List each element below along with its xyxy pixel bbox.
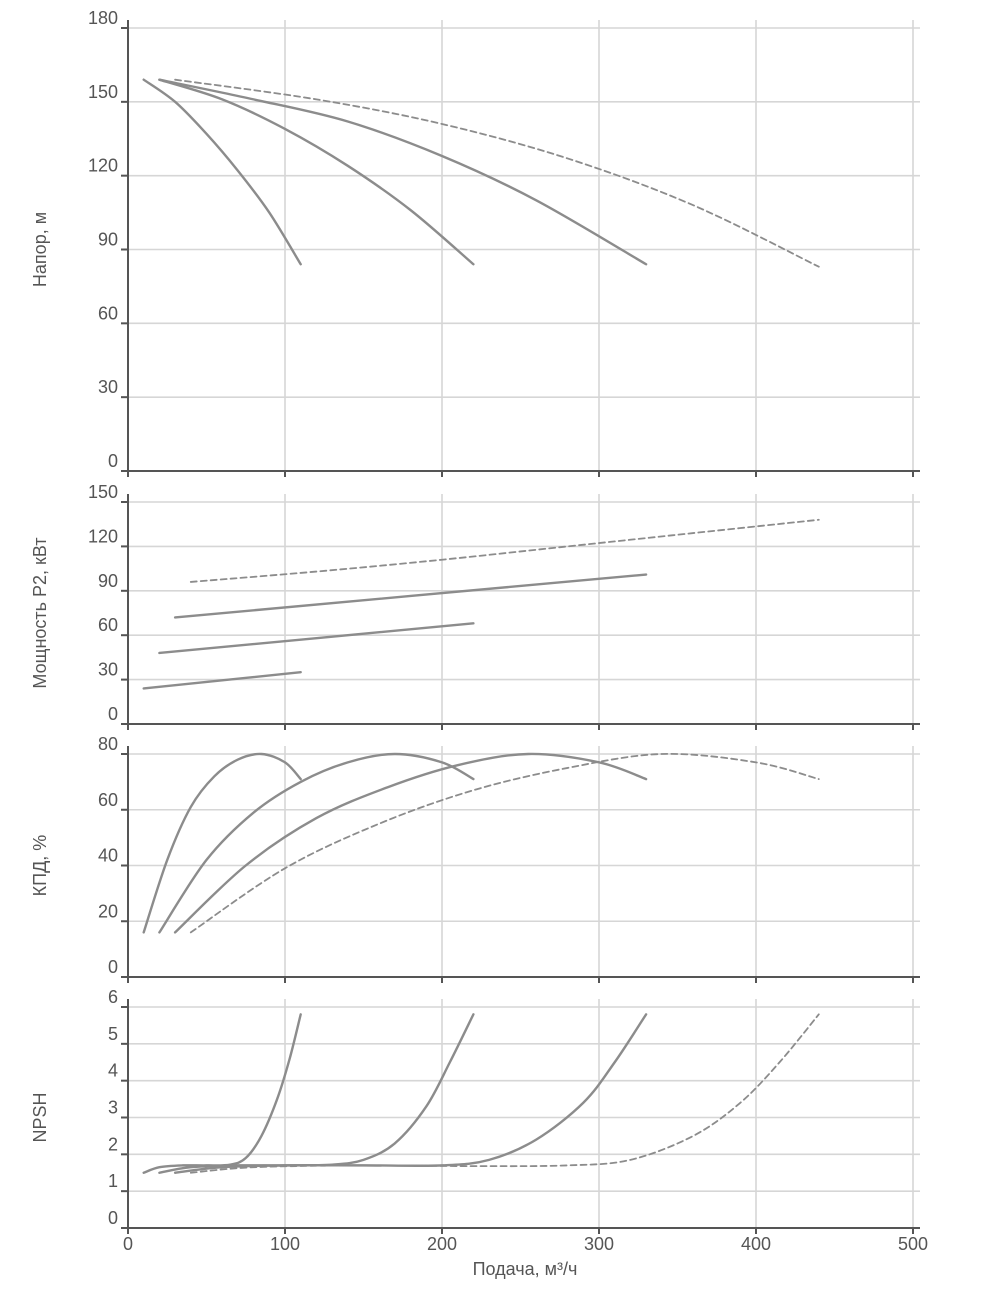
series-efficiency-curve-3: [173, 752, 648, 934]
series-head-curve-1: [142, 78, 302, 266]
panel-efficiency: 0 20 40 60 80 КПД, %: [30, 734, 920, 983]
y-tick-label: 90: [98, 230, 118, 250]
y-tick-label: 20: [98, 901, 118, 921]
panel-power: 0 30 60 90 120 150 Мощность P2, кВт: [30, 482, 920, 730]
y-tick-label: 0: [108, 451, 118, 471]
series-power-curve-2: [158, 622, 475, 655]
y-tick-label: 90: [98, 571, 118, 591]
y-tick-label: 1: [108, 1171, 118, 1191]
x-tick-label: 200: [427, 1234, 457, 1254]
x-tick-label: 100: [270, 1234, 300, 1254]
y-axis-title: КПД, %: [30, 835, 50, 897]
y-tick-label: 40: [98, 846, 118, 866]
y-tick-label: 5: [108, 1024, 118, 1044]
y-tick-label: 180: [88, 8, 118, 28]
y-tick-label: 30: [98, 377, 118, 397]
series-head-curve-2: [158, 78, 475, 266]
y-axis-title: Напор, м: [30, 212, 50, 287]
y-tick-label: 30: [98, 660, 118, 680]
x-tick-label: 0: [123, 1234, 133, 1254]
y-axis-title: Мощность P2, кВт: [30, 537, 50, 688]
series-npsh-curve-1: [142, 1013, 302, 1174]
series-power-curve-4: [189, 518, 820, 583]
series-efficiency-curve-4: [189, 752, 820, 934]
y-tick-label: 150: [88, 82, 118, 102]
y-tick-label: 80: [98, 734, 118, 754]
y-tick-label: 0: [108, 957, 118, 977]
x-tick-label: 300: [584, 1234, 614, 1254]
y-tick-label: 60: [98, 790, 118, 810]
series-efficiency-curve-1: [142, 752, 302, 934]
series-npsh-curve-3: [173, 1013, 648, 1174]
y-tick-label: 4: [108, 1061, 118, 1081]
series-head-curve-3: [158, 78, 648, 266]
series-power-curve-1: [142, 671, 302, 690]
series-efficiency-curve-2: [158, 752, 475, 934]
y-tick-label: 60: [98, 303, 118, 323]
y-axis-title: NPSH: [30, 1092, 50, 1142]
y-tick-label: 6: [108, 987, 118, 1007]
x-axis-title: Подача, м³/ч: [473, 1259, 578, 1279]
y-tick-label: 2: [108, 1134, 118, 1154]
y-tick-label: 60: [98, 615, 118, 635]
panel-npsh: 0 1 2 3 4 5 6 NPSH: [30, 987, 920, 1234]
y-tick-label: 0: [108, 704, 118, 724]
x-tick-label: 500: [898, 1234, 928, 1254]
y-tick-label: 0: [108, 1208, 118, 1228]
y-tick-label: 3: [108, 1098, 118, 1118]
series-npsh-curve-2: [158, 1013, 475, 1174]
series-head-curve-4: [174, 78, 820, 268]
y-tick-label: 120: [88, 156, 118, 176]
x-tick-label: 400: [741, 1234, 771, 1254]
y-tick-label: 150: [88, 482, 118, 502]
panel-head: 0 30 60 90 120 150 180 Напор, м: [30, 8, 920, 477]
series-npsh-curve-4: [189, 1013, 820, 1174]
y-tick-label: 120: [88, 526, 118, 546]
series-power-curve-3: [173, 573, 648, 619]
